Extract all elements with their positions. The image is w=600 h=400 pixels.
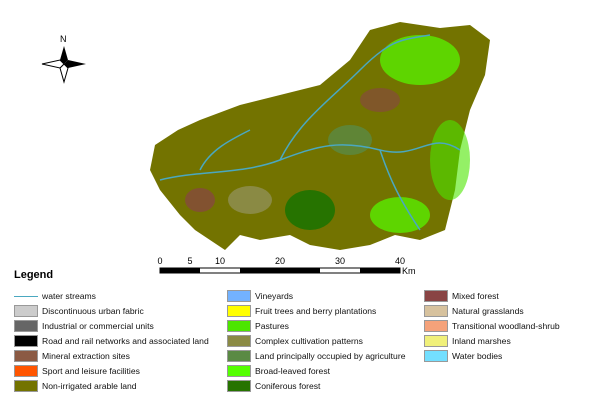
legend-item: Natural grasslands (424, 305, 524, 317)
legend-label: Inland marshes (452, 336, 511, 346)
scale-tick: 5 (187, 256, 193, 266)
legend-label: Coniferous forest (255, 381, 321, 391)
scale-unit: Km (402, 266, 416, 276)
legend-item: Inland marshes (424, 335, 511, 347)
legend-item: Coniferous forest (227, 380, 320, 392)
color-swatch (14, 320, 38, 332)
north-arrow-icon (41, 46, 86, 84)
scale-bar (159, 267, 401, 274)
scale-tick: 20 (274, 256, 286, 266)
legend-label: Vineyards (255, 291, 294, 301)
legend-label: Road and rail networks and associated la… (42, 336, 209, 346)
legend-item: Broad-leaved forest (227, 365, 330, 377)
legend-item: Non-irrigated arable land (14, 380, 137, 392)
legend-item: Mixed forest (424, 290, 499, 302)
legend-label: Pastures (255, 321, 289, 331)
legend-label: Mixed forest (452, 291, 499, 301)
forest-patches (185, 35, 470, 233)
legend-label: Sport and leisure facilities (42, 366, 140, 376)
color-swatch (14, 380, 38, 392)
color-swatch (227, 380, 251, 392)
legend-item: Vineyards (227, 290, 293, 302)
legend-label: water streams (42, 291, 96, 301)
legend-item: Complex cultivation patterns (227, 335, 363, 347)
legend-item: Road and rail networks and associated la… (14, 335, 209, 347)
scale-tick: 10 (214, 256, 226, 266)
legend-label: Broad-leaved forest (255, 366, 330, 376)
color-swatch (424, 350, 448, 362)
legend-label: Fruit trees and berry plantations (255, 306, 377, 316)
legend-title: Legend (14, 269, 54, 281)
color-swatch (227, 365, 251, 377)
scale-tick: 0 (157, 256, 163, 266)
legend-label: Complex cultivation patterns (255, 336, 363, 346)
legend-item: water streams (14, 290, 96, 302)
color-swatch (14, 335, 38, 347)
color-swatch (424, 320, 448, 332)
color-swatch (227, 290, 251, 302)
legend-item: Transitional woodland-shrub (424, 320, 560, 332)
legend-item: Pastures (227, 320, 289, 332)
legend-item: Sport and leisure facilities (14, 365, 140, 377)
color-swatch (227, 335, 251, 347)
legend-item: Fruit trees and berry plantations (227, 305, 376, 317)
legend-label: Discontinuous urban fabric (42, 306, 144, 316)
color-swatch (424, 335, 448, 347)
color-swatch (227, 305, 251, 317)
scale-tick: 30 (334, 256, 346, 266)
color-swatch (14, 350, 38, 362)
legend-item: Industrial or commercial units (14, 320, 154, 332)
legend-label: Industrial or commercial units (42, 321, 154, 331)
legend-label: Mineral extraction sites (42, 351, 130, 361)
legend-item: Land principally occupied by agriculture (227, 350, 405, 362)
color-swatch (227, 320, 251, 332)
legend-item: Mineral extraction sites (14, 350, 130, 362)
legend-label: Transitional woodland-shrub (452, 321, 560, 331)
color-swatch (424, 290, 448, 302)
scale-tick: 40 (394, 256, 406, 266)
color-swatch (424, 305, 448, 317)
legend-label: Non-irrigated arable land (42, 381, 137, 391)
color-swatch (14, 305, 38, 317)
legend-item: Water bodies (424, 350, 502, 362)
legend-label: Land principally occupied by agriculture (255, 351, 406, 361)
stream-line-swatch (14, 295, 38, 297)
legend-label: Water bodies (452, 351, 503, 361)
legend-item: Discontinuous urban fabric (14, 305, 144, 317)
color-swatch (14, 365, 38, 377)
legend-label: Natural grasslands (452, 306, 524, 316)
north-label: N (60, 34, 67, 44)
water-streams (159, 34, 461, 231)
color-swatch (227, 350, 251, 362)
